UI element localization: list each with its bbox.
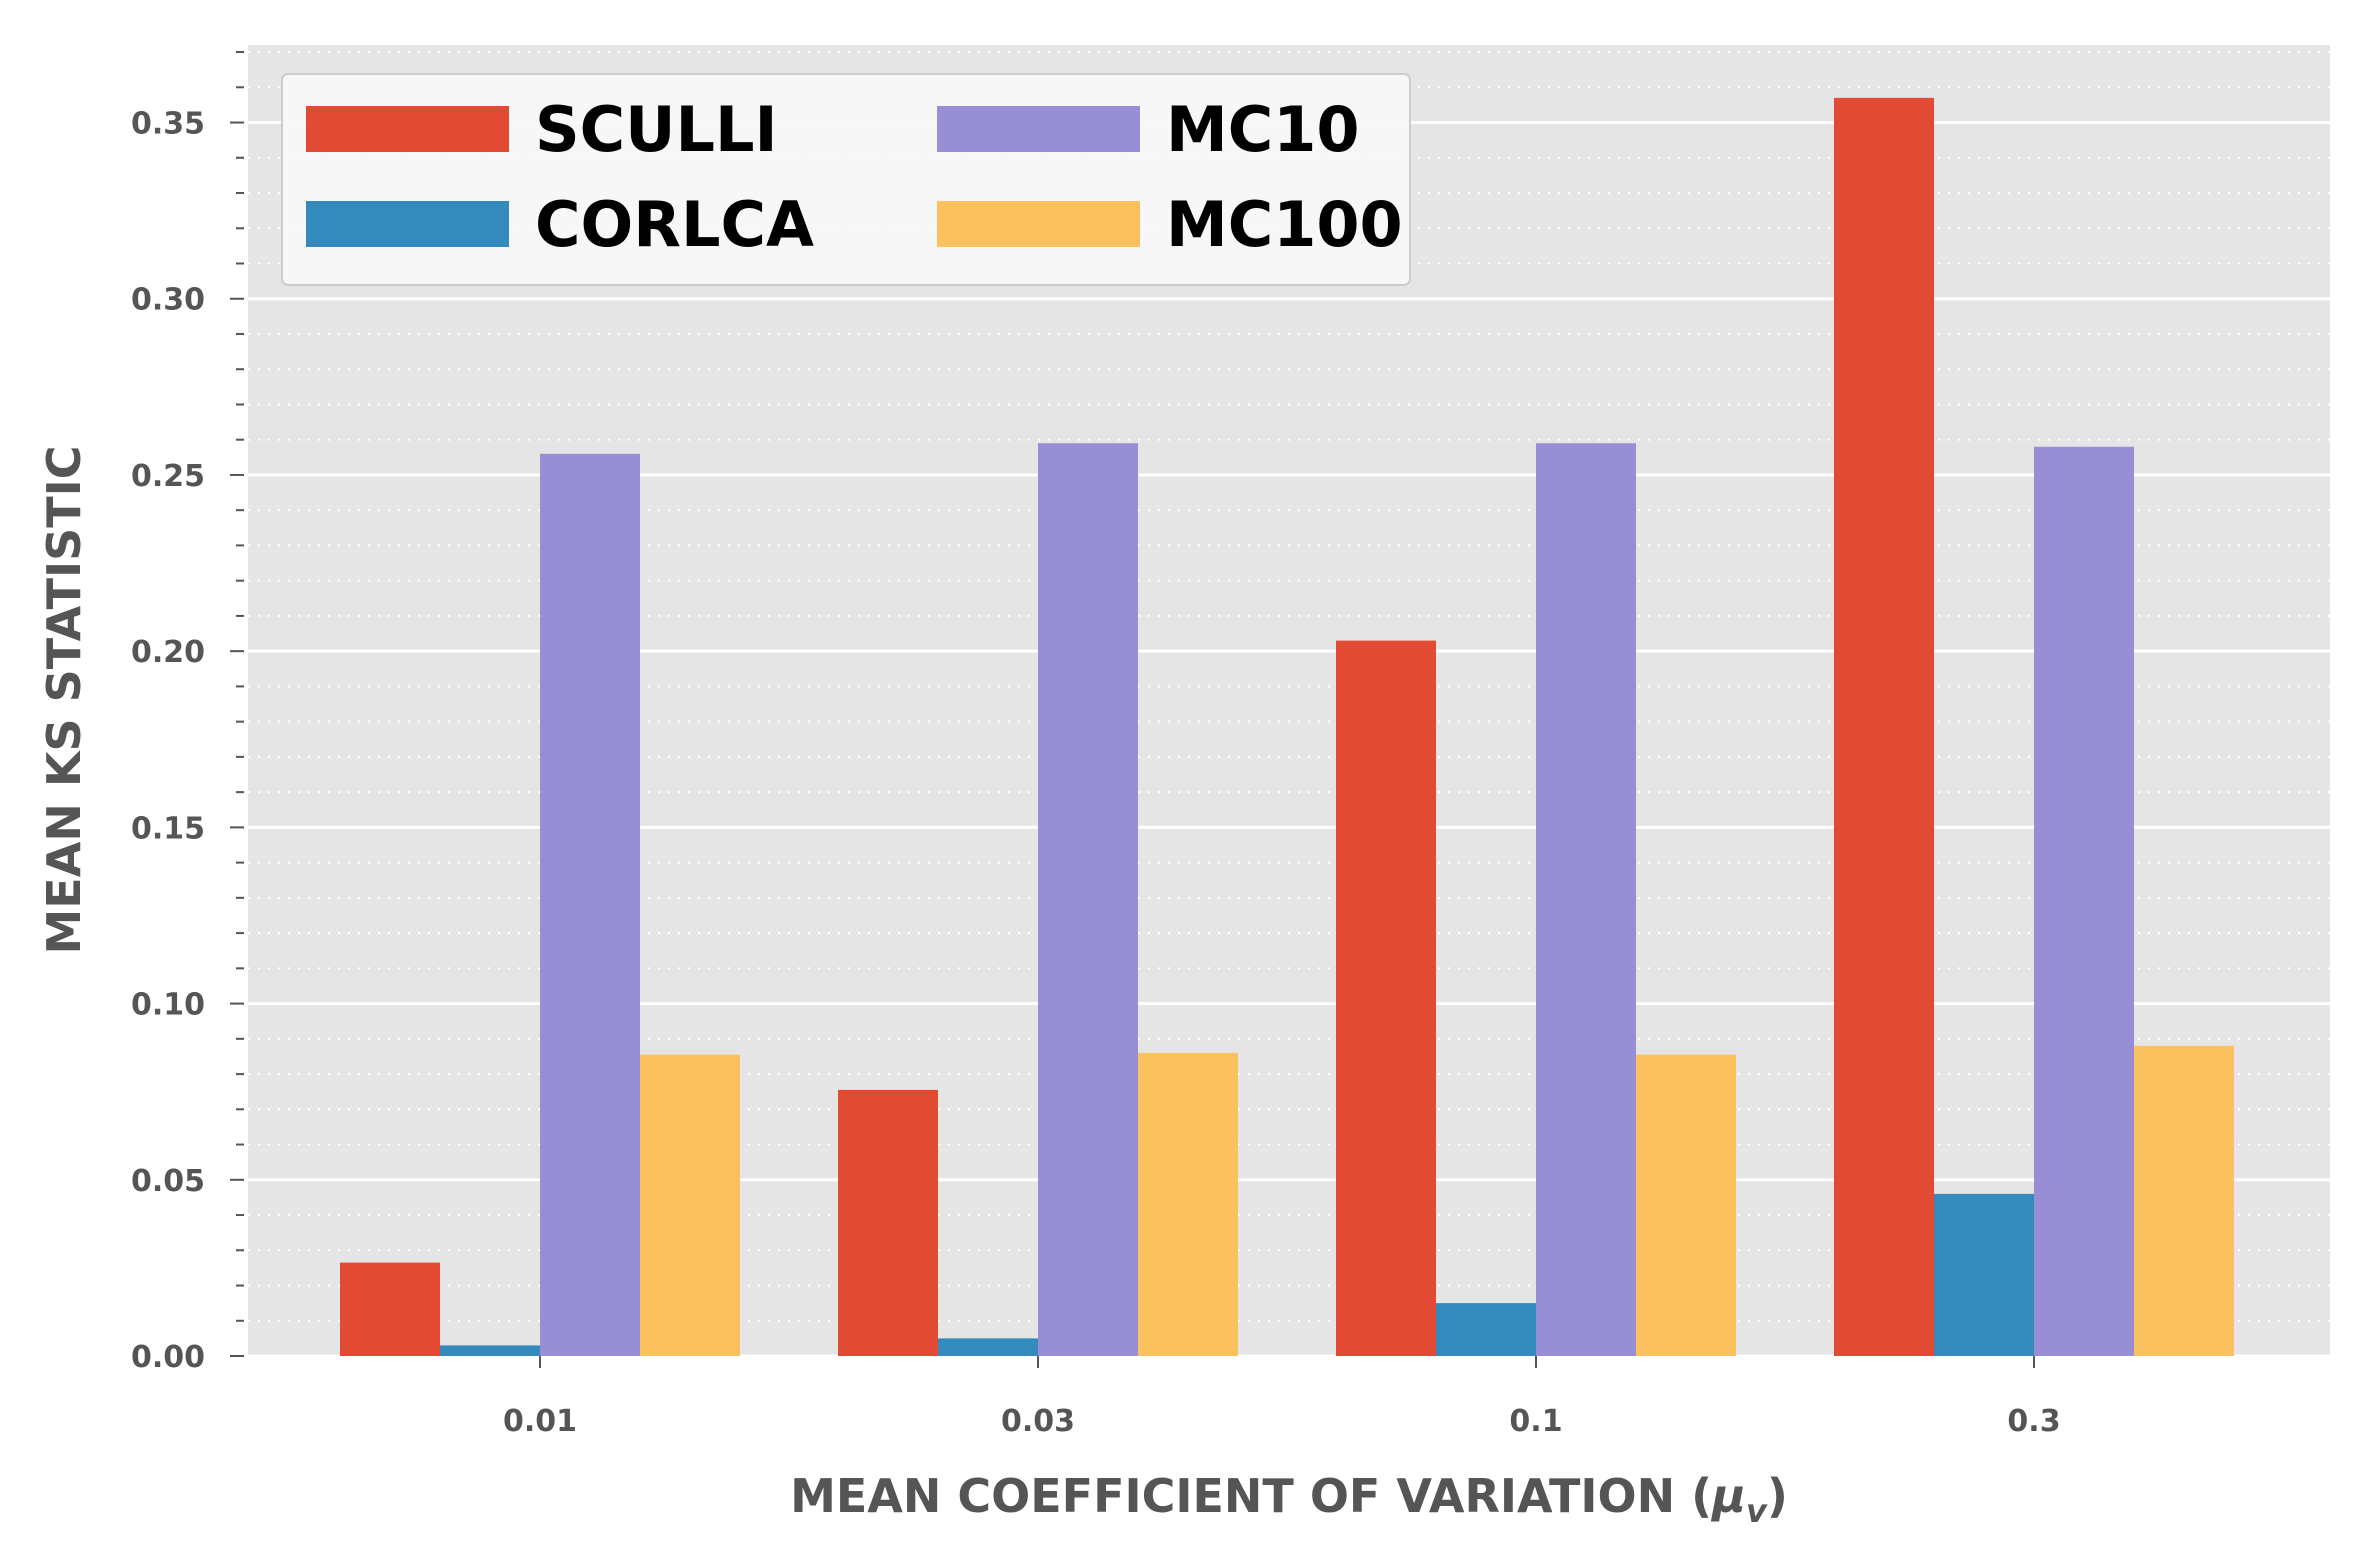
y-tick-label: 0.05 [131,1164,205,1199]
bar-mc10-0.3 [2034,446,2134,1356]
legend-swatch-mc10 [937,106,1140,152]
bar-corlca-0.03 [938,1338,1038,1356]
bar-sculli-0.1 [1336,640,1436,1356]
legend-swatch-corlca [306,201,509,247]
bar-mc10-0.01 [540,453,640,1356]
x-tick-label: 0.3 [2007,1404,2060,1439]
bar-mc10-0.1 [1536,443,1636,1356]
bar-corlca-0.01 [440,1345,540,1356]
y-tick-label: 0.15 [131,811,205,846]
legend-label-sculli: SCULLI [535,93,778,166]
axes: 0.00 0.05 0.10 0.15 0.20 0.25 0.30 0.35 0.01 0.03… [131,51,2061,1439]
y-tick-label: 0.35 [131,107,205,142]
x-axis-title: MEAN COEFFICIENT OF VARIATION (μv) [790,1469,1788,1530]
x-tick-label: 0.03 [1001,1404,1075,1439]
legend: SCULLI CORLCA MC10 MC100 [281,73,1411,286]
y-tick-label: 0.30 [131,283,205,318]
x-axis-title-text: MEAN COEFFICIENT OF VARIATION ( [790,1469,1712,1523]
bar-sculli-0.3 [1834,97,1934,1356]
bar-mc10-0.03 [1038,443,1138,1356]
bar-mc100-0.3 [2134,1045,2234,1356]
y-tick-label: 0.00 [131,1340,205,1375]
x-axis-title-close: ) [1767,1469,1788,1523]
legend-swatch-sculli [306,106,509,152]
x-axis-title-symbol: μ [1710,1469,1746,1523]
bar-sculli-0.03 [838,1089,938,1356]
bars [340,97,2234,1356]
x-tick-label: 0.01 [503,1404,577,1439]
bar-sculli-0.01 [340,1262,440,1356]
y-tick-label: 0.10 [131,988,205,1023]
x-tick-label: 0.1 [1509,1404,1562,1439]
y-tick-label: 0.25 [131,459,205,494]
legend-swatch-mc100 [937,201,1140,247]
legend-label-mc10: MC10 [1166,93,1359,166]
bar-corlca-0.1 [1436,1303,1536,1356]
legend-label-mc100: MC100 [1166,188,1403,261]
bar-corlca-0.3 [1934,1193,2034,1356]
bar-mc100-0.01 [640,1054,740,1356]
bar-mc100-0.1 [1636,1054,1736,1356]
bar-mc100-0.03 [1138,1052,1238,1356]
legend-label-corlca: CORLCA [535,188,814,261]
y-tick-label: 0.20 [131,635,205,670]
x-axis-title-subscript: v [1746,1492,1768,1530]
y-axis-title: MEAN KS STATISTIC [37,446,91,955]
